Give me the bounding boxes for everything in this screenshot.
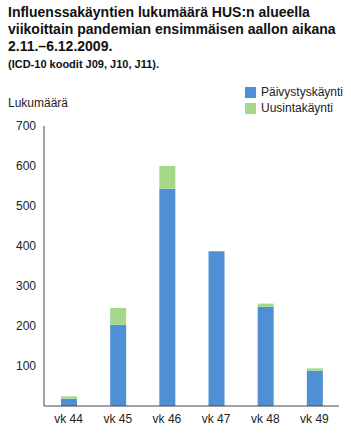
svg-text:vk 46: vk 46 [153,412,182,426]
html-text:Lukumäärä: Lukumäärä [8,96,68,110]
svg-text:400: 400 [16,239,36,253]
html-text:Influenssakäyntien lukumäärä H: Influenssakäyntien lukumäärä HUS:n aluee… [8,4,336,54]
svg-text:500: 500 [16,199,36,213]
svg-text:600: 600 [16,159,36,173]
svg-text:200: 200 [16,319,36,333]
svg-text:vk 48: vk 48 [251,412,280,426]
html-text:(ICD-10 koodit J09, J10, J11).: (ICD-10 koodit J09, J10, J11). [8,58,159,70]
html-text:Päivystyskäynti: Päivystyskäynti [261,85,343,99]
svg-text:vk 47: vk 47 [202,412,231,426]
svg-text:700: 700 [16,119,36,133]
svg-text:vk 45: vk 45 [103,412,132,426]
html-text:Uusintakäynti: Uusintakäynti [261,101,333,115]
svg-text:vk 49: vk 49 [300,412,329,426]
svg-text:vk 44: vk 44 [54,412,83,426]
svg-text:100: 100 [16,359,36,373]
svg-text:300: 300 [16,279,36,293]
